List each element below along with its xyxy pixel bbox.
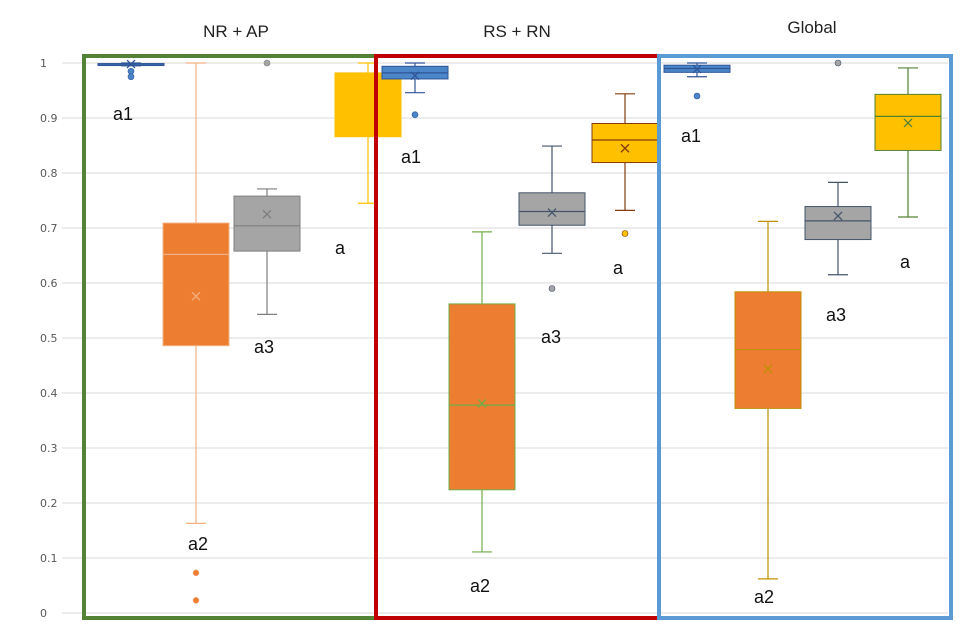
y-tick-label: 0.7 [40,222,58,235]
box-annotation: a2 [470,576,490,596]
outlier-point [548,285,556,292]
outlier-point [411,111,419,118]
mean-marker [477,398,487,408]
box-2-3 [874,67,942,218]
y-tick-label: 0.3 [40,442,58,455]
mean-marker [363,98,373,108]
y-tick-label: 0.8 [40,167,58,180]
outlier-point [263,59,271,67]
outlier-point [621,230,629,237]
group-panel-frame [657,54,953,620]
outlier-point [192,569,200,577]
mean-marker [191,291,201,301]
box-iqr [162,222,230,347]
box-0-1 [162,62,230,604]
group-title: NR + AP [203,22,269,41]
group-title: RS + RN [483,22,551,41]
box-iqr [591,123,659,164]
box-annotation: a1 [681,126,701,146]
box-annotation: a2 [188,534,208,554]
y-tick-label: 0.1 [40,552,58,565]
outlier-point [192,597,200,604]
box-iqr [448,303,516,491]
box-iqr [518,192,586,226]
box-iqr [334,72,402,138]
mean-marker [763,364,773,374]
box-annotation: a3 [826,305,846,325]
box-1-2 [518,145,586,292]
box-2-1 [734,220,802,580]
box-annotation: a1 [401,147,421,167]
y-tick-label: 0.9 [40,112,58,125]
box-0-0 [97,59,165,81]
box-annotation: a1 [113,104,133,124]
mean-marker [620,143,630,153]
y-tick-label: 0.5 [40,332,58,345]
outlier-point [693,92,701,100]
y-tick-label: 0.4 [40,387,58,400]
y-tick-label: 1 [40,57,47,70]
box-iqr [804,206,872,241]
mean-marker [547,208,557,218]
outlier-point [127,67,135,75]
mean-marker [903,118,913,128]
mean-marker [692,64,702,74]
mean-marker [833,211,843,221]
box-2-2 [804,59,872,276]
box-iqr [233,195,301,252]
box-annotation: a [335,238,346,258]
box-annotation: a [900,252,911,272]
box-annotation: a3 [254,337,274,357]
box-1-0 [381,62,449,118]
box-annotation: a [613,258,624,278]
outlier-point [127,73,135,81]
y-tick-label: 0 [40,607,47,620]
box-2-0 [663,62,731,100]
mean-marker [126,59,136,69]
y-tick-label: 0.6 [40,277,58,290]
box-0-3 [334,62,402,204]
mean-marker [410,71,420,81]
box-annotation: a3 [541,327,561,347]
box-0-2 [233,59,301,315]
y-tick-label: 0.2 [40,497,58,510]
group-panel-frame [82,54,378,620]
outlier-point [834,59,842,67]
mean-marker [262,209,272,219]
group-title: Global [787,18,836,37]
box-annotation: a2 [754,587,774,607]
box-1-1 [448,231,516,553]
box-1-3 [591,93,659,237]
